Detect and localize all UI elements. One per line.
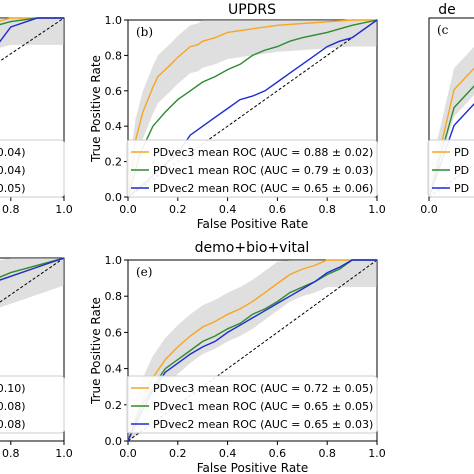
plot-frame bbox=[0, 257, 65, 442]
chart-title: de bbox=[438, 2, 456, 18]
y-tick-label: 0.4 bbox=[105, 363, 123, 376]
legend: PDvec3 mean ROC (AUC = 0.88 ± 0.02) PDvec… bbox=[126, 139, 378, 198]
x-tick-label: 0.4 bbox=[219, 447, 237, 460]
legend-entry: 0.64 ± 0.10) bbox=[0, 382, 26, 395]
legend: PD PD PD bbox=[427, 139, 474, 198]
y-tick-label: 0.8 bbox=[105, 49, 123, 62]
x-tick-label: 0.6 bbox=[269, 447, 287, 460]
y-tick-label: 1.0 bbox=[105, 14, 123, 27]
legend-box bbox=[126, 139, 378, 198]
legend-entry: PD bbox=[454, 146, 469, 159]
legend-entry: PDvec2 mean ROC (AUC = 0.65 ± 0.06) bbox=[153, 182, 373, 195]
y-axis-label: True Positive Rate bbox=[89, 297, 103, 405]
legend-entry: 0.68 ± 0.08) bbox=[0, 400, 26, 413]
legend-entry: PDvec3 mean ROC (AUC = 0.72 ± 0.05) bbox=[153, 382, 373, 395]
y-tick-label: 0.0 bbox=[105, 435, 123, 448]
x-tick-label: 0.0 bbox=[420, 203, 438, 216]
roc-line-2 bbox=[127, 259, 377, 442]
roc-line-3 bbox=[0, 257, 65, 281]
legend-entry: 0.67 ± 0.08) bbox=[0, 418, 26, 431]
panel-c: 0.0 de (c PD PD PD bbox=[420, 2, 474, 216]
x-tick-label: 1.0 bbox=[368, 447, 386, 460]
chance-line bbox=[0, 17, 65, 62]
roc-line-2 bbox=[0, 17, 64, 26]
y-tick-label: 0.8 bbox=[105, 290, 123, 303]
legend-entry: 0.88 ± 0.04) bbox=[0, 146, 26, 159]
x-tick-label: 1.0 bbox=[55, 447, 73, 460]
legend-entry: PDvec1 mean ROC (AUC = 0.65 ± 0.05) bbox=[153, 400, 373, 413]
legend-entry: 0.70 ± 0.05) bbox=[0, 182, 26, 195]
panel-label: (e) bbox=[136, 265, 152, 279]
x-tick-label: 1.0 bbox=[55, 203, 73, 216]
legend-box bbox=[126, 375, 378, 434]
roc-line-3 bbox=[0, 17, 64, 43]
x-tick-label: 1.0 bbox=[368, 203, 386, 216]
legend: PDvec3 mean ROC (AUC = 0.72 ± 0.05) PDvec… bbox=[126, 375, 378, 434]
x-axis-label: False Positive Rate bbox=[197, 461, 309, 474]
plot-frame bbox=[0, 17, 65, 198]
y-tick-label: 0.6 bbox=[105, 326, 123, 339]
panel-label: (c bbox=[437, 23, 449, 37]
x-tick-label: 0.8 bbox=[2, 203, 20, 216]
y-tick-label: 0.2 bbox=[105, 156, 123, 169]
y-tick-label: 0.6 bbox=[105, 85, 123, 98]
panel-e: 0.0 0.2 0.4 0.6 0.8 1.0 0.0 0.2 0.4 0.6 0.8 1.0 demo… bbox=[89, 240, 386, 474]
legend-entry: PDvec2 mean ROC (AUC = 0.65 ± 0.03) bbox=[153, 418, 373, 431]
chart-title: UPDRS bbox=[228, 2, 276, 18]
plot-frame bbox=[127, 259, 378, 442]
y-tick-label: 0.2 bbox=[105, 399, 123, 412]
legend-box bbox=[427, 139, 474, 198]
roc-line-3 bbox=[127, 259, 377, 442]
x-tick-label: 0.8 bbox=[318, 203, 336, 216]
legend-entry: 0.82 ± 0.04) bbox=[0, 164, 26, 177]
x-tick-label: 0.4 bbox=[219, 203, 237, 216]
legend: 0.88 ± 0.04) 0.82 ± 0.04) 0.70 ± 0.05) bbox=[0, 139, 65, 198]
y-tick-label: 0.0 bbox=[105, 191, 123, 204]
roc-line-2 bbox=[127, 19, 378, 198]
legend-entry: PDvec3 mean ROC (AUC = 0.88 ± 0.02) bbox=[153, 146, 373, 159]
legend-entry: PD bbox=[454, 164, 469, 177]
y-tick-label: 1.0 bbox=[105, 254, 123, 267]
legend-entry: PD bbox=[454, 182, 469, 195]
panel-top-left: 0.81.0UPDRS0.88 ± 0.04)0.82 ± 0.04)0.70 … bbox=[0, 17, 73, 216]
legend-entry: PDvec1 mean ROC (AUC = 0.79 ± 0.03) bbox=[153, 164, 373, 177]
plot-frame bbox=[428, 17, 474, 198]
x-tick-label: 0.2 bbox=[169, 447, 187, 460]
chart-title: demo+bio+vital bbox=[195, 240, 310, 256]
roc-line-1 bbox=[0, 17, 64, 22]
y-tick-label: 0.4 bbox=[105, 120, 123, 133]
x-tick-label: 0.0 bbox=[119, 447, 137, 460]
x-tick-label: 0.8 bbox=[318, 447, 336, 460]
panel-b: 0.0 0.2 0.4 0.6 0.8 1.0 0.0 0.2 0.4 0.6 0.8 1.0 UPDR… bbox=[89, 2, 386, 231]
roc-line-2 bbox=[0, 257, 65, 278]
panel-label: (b) bbox=[136, 25, 153, 39]
roc-line-3 bbox=[127, 19, 378, 198]
x-axis-label: False Positive Rate bbox=[197, 217, 309, 231]
std-band bbox=[0, 258, 64, 308]
panel-bottom-left: 0.8 1.0 0.64 ± 0.10) 0.68 ± 0.08) 0.67 ± 0.0… bbox=[0, 257, 73, 460]
roc-line-1 bbox=[127, 259, 377, 442]
roc-line-1 bbox=[127, 19, 377, 198]
x-tick-label: 0.8 bbox=[2, 447, 20, 460]
x-tick-label: 0.6 bbox=[269, 203, 287, 216]
legend-box bbox=[0, 375, 65, 434]
legend-box bbox=[0, 139, 65, 198]
y-axis-label: True Positive Rate bbox=[89, 55, 103, 163]
std-band bbox=[128, 20, 377, 197]
x-tick-label: 0.0 bbox=[119, 203, 137, 216]
legend: 0.64 ± 0.10) 0.68 ± 0.08) 0.67 ± 0.08) bbox=[0, 375, 65, 434]
x-tick-label: 0.2 bbox=[169, 203, 187, 216]
